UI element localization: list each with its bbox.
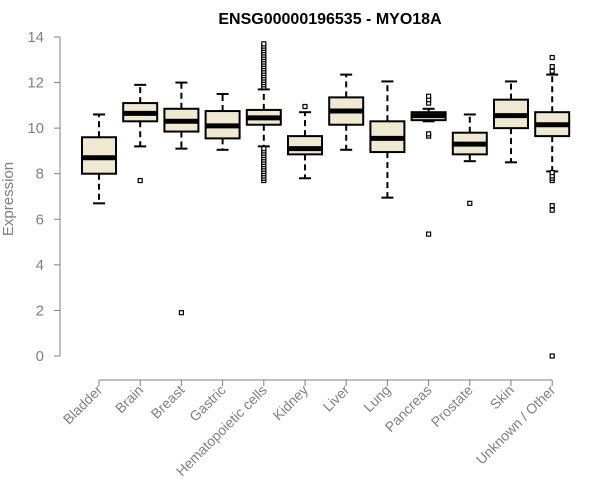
outlier-point bbox=[549, 169, 555, 176]
y-tick-label: 14 bbox=[27, 29, 44, 46]
box-group bbox=[369, 80, 406, 199]
y-tick-label: 4 bbox=[36, 257, 44, 274]
outlier-point bbox=[261, 146, 267, 152]
x-tick-label: Lung bbox=[360, 382, 393, 415]
outlier-point bbox=[302, 103, 308, 110]
y-tick-label: 0 bbox=[36, 348, 44, 365]
boxes-layer bbox=[81, 41, 571, 359]
box-group bbox=[122, 83, 159, 184]
x-tick-label: Prostate bbox=[428, 382, 476, 430]
box-group bbox=[534, 54, 571, 359]
x-tick-label: Liver bbox=[320, 382, 353, 415]
box-group bbox=[410, 93, 447, 237]
box-group bbox=[287, 103, 323, 180]
outlier-point bbox=[549, 353, 555, 359]
y-tick-label: 6 bbox=[36, 211, 44, 228]
outlier-point bbox=[178, 310, 184, 316]
outlier-point bbox=[549, 207, 555, 213]
outlier-point bbox=[467, 200, 473, 206]
outlier-point bbox=[549, 54, 555, 61]
chart-title: ENSG00000196535 - MYO18A bbox=[218, 11, 442, 28]
x-tick-label: Kidney bbox=[270, 382, 312, 424]
outlier-point bbox=[426, 231, 432, 237]
box-group bbox=[245, 41, 282, 184]
y-tick-label: 12 bbox=[27, 75, 44, 92]
outlier-point bbox=[549, 68, 555, 74]
y-tick-label: 8 bbox=[36, 166, 44, 183]
box-group bbox=[328, 73, 365, 151]
y-axis: 0 2 4 6 8 10 12 14 bbox=[27, 29, 61, 365]
y-tick-label: 10 bbox=[27, 120, 44, 137]
box-group bbox=[204, 92, 241, 151]
outlier-point bbox=[549, 64, 555, 70]
box-group bbox=[493, 80, 529, 164]
outlier-point bbox=[137, 177, 143, 184]
outlier-point bbox=[549, 203, 555, 209]
y-axis-label: Expression bbox=[0, 162, 17, 236]
box-group bbox=[81, 113, 117, 205]
outlier-point bbox=[426, 93, 432, 99]
y-tick-label: 2 bbox=[36, 302, 44, 319]
box-group bbox=[163, 81, 200, 316]
outlier-point bbox=[261, 41, 267, 47]
outlier-point bbox=[426, 131, 432, 137]
x-tick-label: Bladder bbox=[60, 382, 106, 428]
x-tick-label: Breast bbox=[148, 382, 188, 422]
box-iqr bbox=[287, 135, 323, 156]
x-tick-label: Skin bbox=[487, 382, 518, 413]
box-group bbox=[451, 113, 488, 206]
x-tick-label: Brain bbox=[112, 382, 146, 416]
